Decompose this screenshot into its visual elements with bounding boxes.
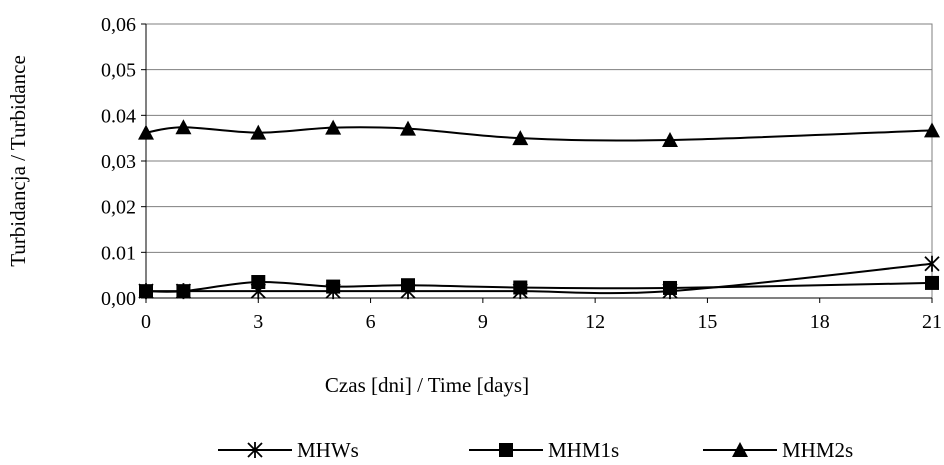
triangle-marker: [662, 131, 678, 147]
legend-marker-mhm2s-triangle-icon: [732, 442, 748, 457]
y-tick-label: 0,06: [101, 14, 136, 36]
star-icon: [247, 442, 263, 458]
x-tick-label: 18: [810, 311, 830, 333]
x-axis-ticks: 0 3 6 9 12 15 18 21: [141, 298, 942, 333]
series-line-mhm1s: [145, 280, 933, 293]
triangle-marker: [512, 130, 529, 146]
square-marker: [176, 284, 191, 299]
square-marker: [326, 279, 341, 294]
series-line-mhm2s: [145, 126, 933, 142]
x-tick-label: 3: [253, 311, 263, 333]
data-point-mhm2s: [512, 130, 529, 146]
y-axis-ticks: 0,00 0.01 0,02 0,03 0.04 0,05 0,06: [101, 14, 146, 310]
data-point-mhm1s: [925, 275, 939, 290]
y-tick-label: 0.01: [101, 242, 136, 264]
data-point-mhm2s: [138, 124, 154, 140]
data-point-mhm2s: [325, 119, 342, 135]
series-group: [138, 119, 940, 300]
y-tick-label: 0,00: [101, 288, 136, 310]
legend-marker-mhm1s-square-icon: [499, 443, 513, 457]
data-point-mhws: [924, 255, 940, 272]
legend-label-mhm2s: MHM2s: [782, 438, 853, 462]
data-point-mhm2s: [924, 122, 940, 138]
legend-label-mhws: MHWs: [297, 438, 359, 462]
square-marker: [513, 280, 528, 295]
star-marker: [247, 442, 263, 458]
y-axis-label: Turbidancja / Turbidance: [6, 55, 30, 267]
series-mhm2s: [138, 119, 940, 147]
data-point-mhm1s: [139, 284, 153, 299]
triangle-marker: [325, 119, 342, 135]
y-tick-label: 0,05: [101, 60, 136, 82]
square-marker: [251, 275, 266, 290]
triangle-icon: [732, 442, 748, 457]
star-marker: [924, 255, 940, 272]
data-point-mhm1s: [401, 278, 415, 293]
data-point-mhm2s: [175, 119, 192, 135]
data-point-mhm1s: [663, 280, 677, 295]
legend-marker-mhws-star-icon: [247, 442, 263, 458]
x-tick-label: 15: [697, 311, 717, 333]
y-tick-label: 0.04: [101, 105, 136, 127]
square-marker: [139, 284, 153, 299]
x-tick-label: 6: [366, 311, 376, 333]
legend-item-mhws: MHWs: [218, 438, 359, 462]
data-point-mhm1s: [326, 279, 341, 294]
square-marker: [663, 280, 677, 295]
legend-label-mhm1s: MHM1s: [548, 438, 619, 462]
triangle-marker: [732, 442, 748, 457]
data-point-mhm2s: [250, 124, 267, 140]
triangle-marker: [400, 120, 416, 136]
x-tick-label: 0: [141, 311, 151, 333]
square-marker: [499, 443, 513, 457]
data-point-mhm1s: [513, 280, 528, 295]
legend-item-mhm2s: MHM2s: [703, 438, 853, 462]
square-marker: [401, 278, 415, 293]
data-point-mhm2s: [400, 120, 416, 136]
y-tick-label: 0,02: [101, 197, 136, 219]
data-point-mhm1s: [176, 284, 191, 299]
x-axis-label: Czas [dni] / Time [days]: [325, 373, 529, 397]
x-tick-label: 21: [922, 311, 942, 333]
x-tick-label: 12: [585, 311, 605, 333]
data-point-mhm1s: [251, 275, 266, 290]
triangle-marker: [924, 122, 940, 138]
triangle-marker: [175, 119, 192, 135]
triangle-marker: [250, 124, 267, 140]
y-tick-label: 0,03: [101, 151, 136, 173]
triangle-marker: [138, 124, 154, 140]
square-marker: [925, 275, 939, 290]
legend: MHWs MHM1s MHM2s: [218, 438, 853, 462]
data-point-mhm2s: [662, 131, 678, 147]
x-tick-label: 9: [478, 311, 488, 333]
square-icon: [499, 443, 513, 457]
legend-item-mhm1s: MHM1s: [469, 438, 619, 462]
series-mhm1s: [139, 275, 939, 299]
